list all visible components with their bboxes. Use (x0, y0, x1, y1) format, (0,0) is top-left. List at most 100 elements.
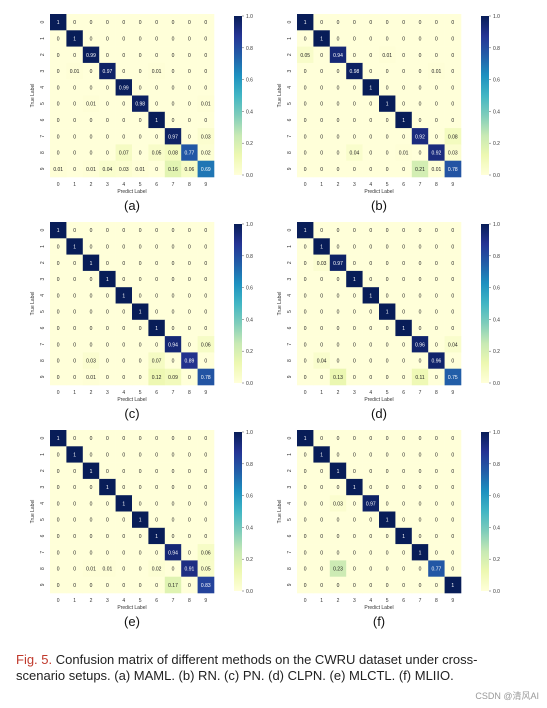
cell-value-label: 0 (402, 102, 405, 108)
heatmap-cell (297, 79, 314, 96)
x-tick-label: 6 (402, 182, 405, 188)
x-tick-label: 3 (353, 598, 356, 604)
y-tick-label: 3 (287, 485, 293, 488)
cell-value-label: 0 (122, 228, 125, 234)
heatmap-cell (115, 560, 133, 577)
cell-value-label: 0.02 (152, 567, 162, 573)
colorbar-tick-label: 0.8 (493, 46, 500, 52)
y-tick-label: 5 (40, 310, 46, 313)
heatmap-cell (395, 46, 413, 64)
heatmap-cell (297, 14, 314, 31)
heatmap-cell (148, 527, 166, 545)
cell-value-label: 0 (155, 244, 158, 250)
colorbar-tick-label: 0.2 (493, 349, 500, 355)
cell-value-label: 0 (90, 277, 93, 283)
heatmap-cell (313, 352, 331, 369)
heatmap-cell (132, 46, 149, 64)
x-tick-label: 5 (139, 598, 142, 604)
cell-value-label: 0 (204, 20, 207, 26)
heatmap-cell (329, 46, 347, 64)
x-tick-label: 5 (386, 390, 389, 396)
figure-caption: Fig. 5. Confusion matrix of different me… (16, 652, 521, 684)
cell-value-label: 0 (57, 501, 60, 507)
heatmap-cell (362, 79, 380, 96)
cell-value-label: 0 (73, 518, 76, 524)
y-tick-label: 2 (287, 261, 293, 264)
heatmap-cell (297, 238, 314, 255)
cell-value-label: 0 (57, 151, 60, 157)
heatmap-cell (395, 511, 413, 529)
cell-value-label: 0 (353, 567, 356, 573)
cell-value-label: 0 (188, 534, 191, 540)
cell-value-label: 0 (73, 567, 76, 573)
cell-value-label: 0 (204, 53, 207, 59)
cell-value-label: 0 (57, 102, 60, 108)
x-tick-label: 0 (304, 598, 307, 604)
cell-value-label: 0 (106, 36, 109, 42)
heatmap-cell (444, 160, 462, 178)
cell-value-label: 0 (337, 550, 340, 556)
heatmap-cell (197, 544, 215, 561)
cell-value-label: 1 (155, 118, 158, 124)
heatmap-cell (82, 446, 100, 463)
cell-value-label: 0 (337, 452, 340, 458)
cell-value-label: 0 (435, 518, 438, 524)
cell-value-label: 0 (386, 567, 389, 573)
cell-value-label: 0 (73, 228, 76, 234)
cell-value-label: 0 (386, 151, 389, 157)
heatmap-cell (444, 319, 462, 337)
cell-value-label: 0 (106, 244, 109, 250)
heatmap-cell (99, 576, 116, 594)
heatmap-cell (115, 46, 133, 64)
cell-value-label: 0 (369, 102, 372, 108)
heatmap-cell (132, 14, 149, 31)
heatmap-cell (395, 352, 413, 369)
caption-label: Fig. 5. (16, 652, 53, 667)
heatmap-cell (428, 478, 445, 496)
heatmap-cell (444, 576, 462, 594)
cell-value-label: 0 (90, 85, 93, 91)
x-tick-label: 8 (435, 598, 438, 604)
heatmap-cell (346, 560, 363, 577)
cell-value-label: 0 (57, 277, 60, 283)
cell-value-label: 0.94 (168, 550, 178, 556)
y-tick-label: 6 (40, 118, 46, 121)
cell-value-label: 0 (402, 375, 405, 381)
cell-value-label: 0 (369, 452, 372, 458)
heatmap-cell (132, 144, 149, 161)
heatmap-cell (148, 462, 166, 480)
heatmap-cell (346, 30, 363, 47)
cell-value-label: 0 (204, 277, 207, 283)
cell-value-label: 0 (304, 359, 307, 365)
heatmap-cell (444, 527, 462, 545)
heatmap-cell (379, 46, 396, 64)
heatmap-cell (66, 14, 84, 31)
heatmap-cell (99, 270, 116, 288)
heatmap-cell (395, 238, 413, 255)
heatmap-cell (395, 287, 413, 304)
heatmap-cell (362, 319, 380, 337)
heatmap-cell (132, 368, 149, 386)
caption-text: Confusion matrix of different methods on… (16, 652, 478, 683)
cell-value-label: 0 (402, 244, 405, 250)
heatmap-cell (329, 511, 347, 529)
heatmap-cell (181, 319, 198, 337)
heatmap-cell (313, 144, 331, 161)
heatmap-cell (395, 14, 413, 31)
heatmap-cell (411, 79, 429, 96)
heatmap-cell (197, 95, 215, 113)
heatmap-cell (148, 368, 166, 386)
cell-value-label: 0 (337, 534, 340, 540)
cell-value-label: 0 (90, 69, 93, 75)
heatmap-cell (99, 128, 116, 145)
heatmap-cell (99, 46, 116, 64)
cell-value-label: 0 (139, 583, 142, 589)
y-tick-label: 4 (40, 294, 46, 297)
heatmap-cell (82, 160, 100, 178)
heatmap-cell (444, 430, 462, 447)
cell-value-label: 0 (369, 375, 372, 381)
heatmap-cell (395, 430, 413, 447)
cell-value-label: 0 (419, 436, 422, 442)
cell-value-label: 0 (106, 469, 109, 475)
heatmap-cell (379, 111, 396, 129)
